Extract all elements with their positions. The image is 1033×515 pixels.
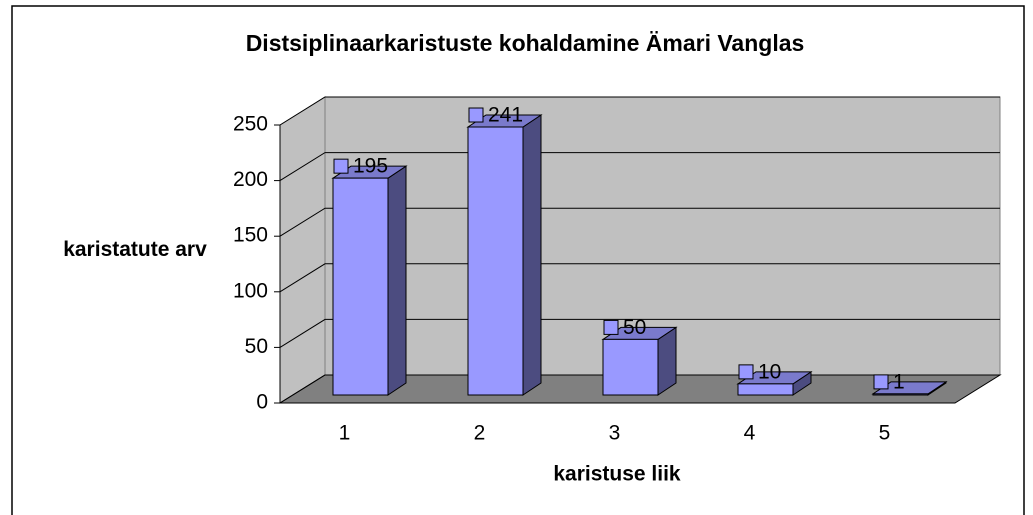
- label-marker: [873, 374, 889, 390]
- y-tick-label: 250: [233, 113, 268, 136]
- y-tick-label: 150: [233, 224, 268, 247]
- label-marker: [468, 107, 484, 123]
- data-label: 195: [353, 155, 388, 178]
- bar: [871, 380, 948, 396]
- x-tick-label: 1: [339, 422, 351, 445]
- bar: [736, 370, 813, 396]
- x-tick-label: 3: [609, 422, 621, 445]
- label-marker: [738, 364, 754, 380]
- x-tick-label: 2: [474, 422, 486, 445]
- side-wall: [279, 96, 326, 404]
- label-marker: [603, 319, 619, 335]
- bar-front: [332, 177, 389, 396]
- x-axis-title: karistuse liik: [553, 463, 681, 486]
- data-label: 241: [488, 104, 523, 127]
- bar-front: [602, 338, 659, 396]
- y-tick-label: 50: [245, 335, 268, 358]
- bar: [331, 165, 408, 396]
- y-tick-label: 200: [233, 168, 268, 191]
- x-tick-label: 4: [744, 422, 756, 445]
- bar-front: [872, 393, 929, 396]
- y-axis-title: karistatute arv: [63, 238, 207, 261]
- data-label: 50: [623, 316, 646, 339]
- bar: [601, 326, 678, 396]
- bar-front: [737, 383, 794, 396]
- grid-line: [279, 152, 1000, 182]
- bar-front: [467, 126, 524, 396]
- y-tick-label: 100: [233, 279, 268, 302]
- grid-line: [279, 318, 1000, 348]
- label-marker: [333, 158, 349, 174]
- bar-side: [387, 165, 407, 396]
- data-label: 1: [893, 370, 905, 393]
- y-tick-label: 0: [256, 391, 268, 414]
- grid-line: [279, 96, 1000, 126]
- grid-line: [279, 207, 1000, 237]
- bar-side: [522, 114, 542, 396]
- bar: [466, 114, 543, 396]
- data-label: 10: [758, 360, 781, 383]
- x-tick-label: 5: [879, 422, 891, 445]
- grid-line: [279, 263, 1000, 293]
- chart-title: Distsiplinaarkaristuste kohaldamine Ämar…: [246, 30, 805, 56]
